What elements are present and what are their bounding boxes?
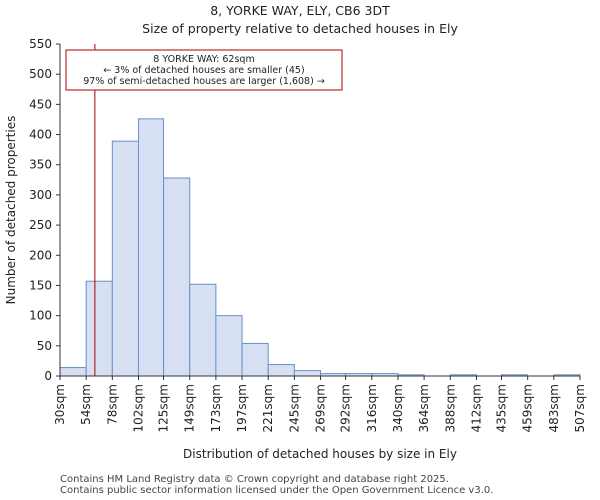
y-axis-label: Number of detached properties <box>4 116 18 305</box>
histogram-bar <box>85 280 113 377</box>
annotation-box <box>65 49 343 91</box>
y-tick-label: 550 <box>29 37 52 51</box>
x-tick-label: 483sqm <box>547 384 561 432</box>
x-tick-label: 364sqm <box>417 384 431 432</box>
x-tick-label: 245sqm <box>287 384 301 432</box>
y-tick-label: 500 <box>29 67 52 81</box>
y-tick-label: 400 <box>29 128 52 142</box>
x-tick-label: 173sqm <box>209 384 223 432</box>
annotation-line-1: 8 YORKE WAY: 62sqm <box>153 54 254 65</box>
y-tick-label: 250 <box>29 218 52 232</box>
y-tick-label: 0 <box>44 369 52 383</box>
histogram-bar <box>241 342 269 377</box>
x-tick-label: 269sqm <box>314 384 328 432</box>
x-tick-label: 102sqm <box>131 384 145 432</box>
footer-line-2: Contains public sector information licen… <box>60 485 494 496</box>
x-tick-label: 340sqm <box>391 384 405 432</box>
chart-subtitle: Size of property relative to detached ho… <box>142 21 458 36</box>
x-tick-label: 435sqm <box>495 384 509 432</box>
x-tick-label: 388sqm <box>443 384 457 432</box>
y-tick-label: 450 <box>29 97 52 111</box>
x-tick-label: 316sqm <box>365 384 379 432</box>
x-tick-label: 149sqm <box>183 384 197 432</box>
chart-title: 8, YORKE WAY, ELY, CB6 3DT <box>210 3 390 18</box>
x-tick-label: 78sqm <box>105 384 119 425</box>
annotation-line-2: ← 3% of detached houses are smaller (45) <box>103 65 304 76</box>
x-tick-label: 292sqm <box>339 384 353 432</box>
y-tick-label: 350 <box>29 158 52 172</box>
footer-line-1: Contains HM Land Registry data © Crown c… <box>60 474 449 485</box>
histogram-bar <box>215 315 243 377</box>
annotation-line-3: 97% of semi-detached houses are larger (… <box>83 76 325 87</box>
x-tick-label: 125sqm <box>157 384 171 432</box>
x-axis-label: Distribution of detached houses by size … <box>183 447 457 461</box>
histogram-bar <box>111 140 139 377</box>
histogram-bar <box>189 283 217 377</box>
x-tick-label: 459sqm <box>521 384 535 432</box>
histogram-bar <box>59 367 87 377</box>
y-tick-label: 200 <box>29 248 52 262</box>
y-tick-label: 300 <box>29 188 52 202</box>
x-tick-label: 221sqm <box>261 384 275 432</box>
histogram-bar <box>137 118 165 377</box>
histogram-bar <box>163 177 191 377</box>
x-tick-label: 54sqm <box>79 384 93 425</box>
y-tick-label: 100 <box>29 309 52 323</box>
histogram-bar <box>293 370 322 377</box>
x-tick-label: 507sqm <box>573 384 587 432</box>
x-tick-label: 412sqm <box>469 384 483 432</box>
x-tick-label: 197sqm <box>235 384 249 432</box>
x-tick-label: 30sqm <box>53 384 67 425</box>
y-tick-label: 50 <box>37 339 52 353</box>
y-tick-label: 150 <box>29 278 52 292</box>
histogram-bar <box>267 364 295 377</box>
